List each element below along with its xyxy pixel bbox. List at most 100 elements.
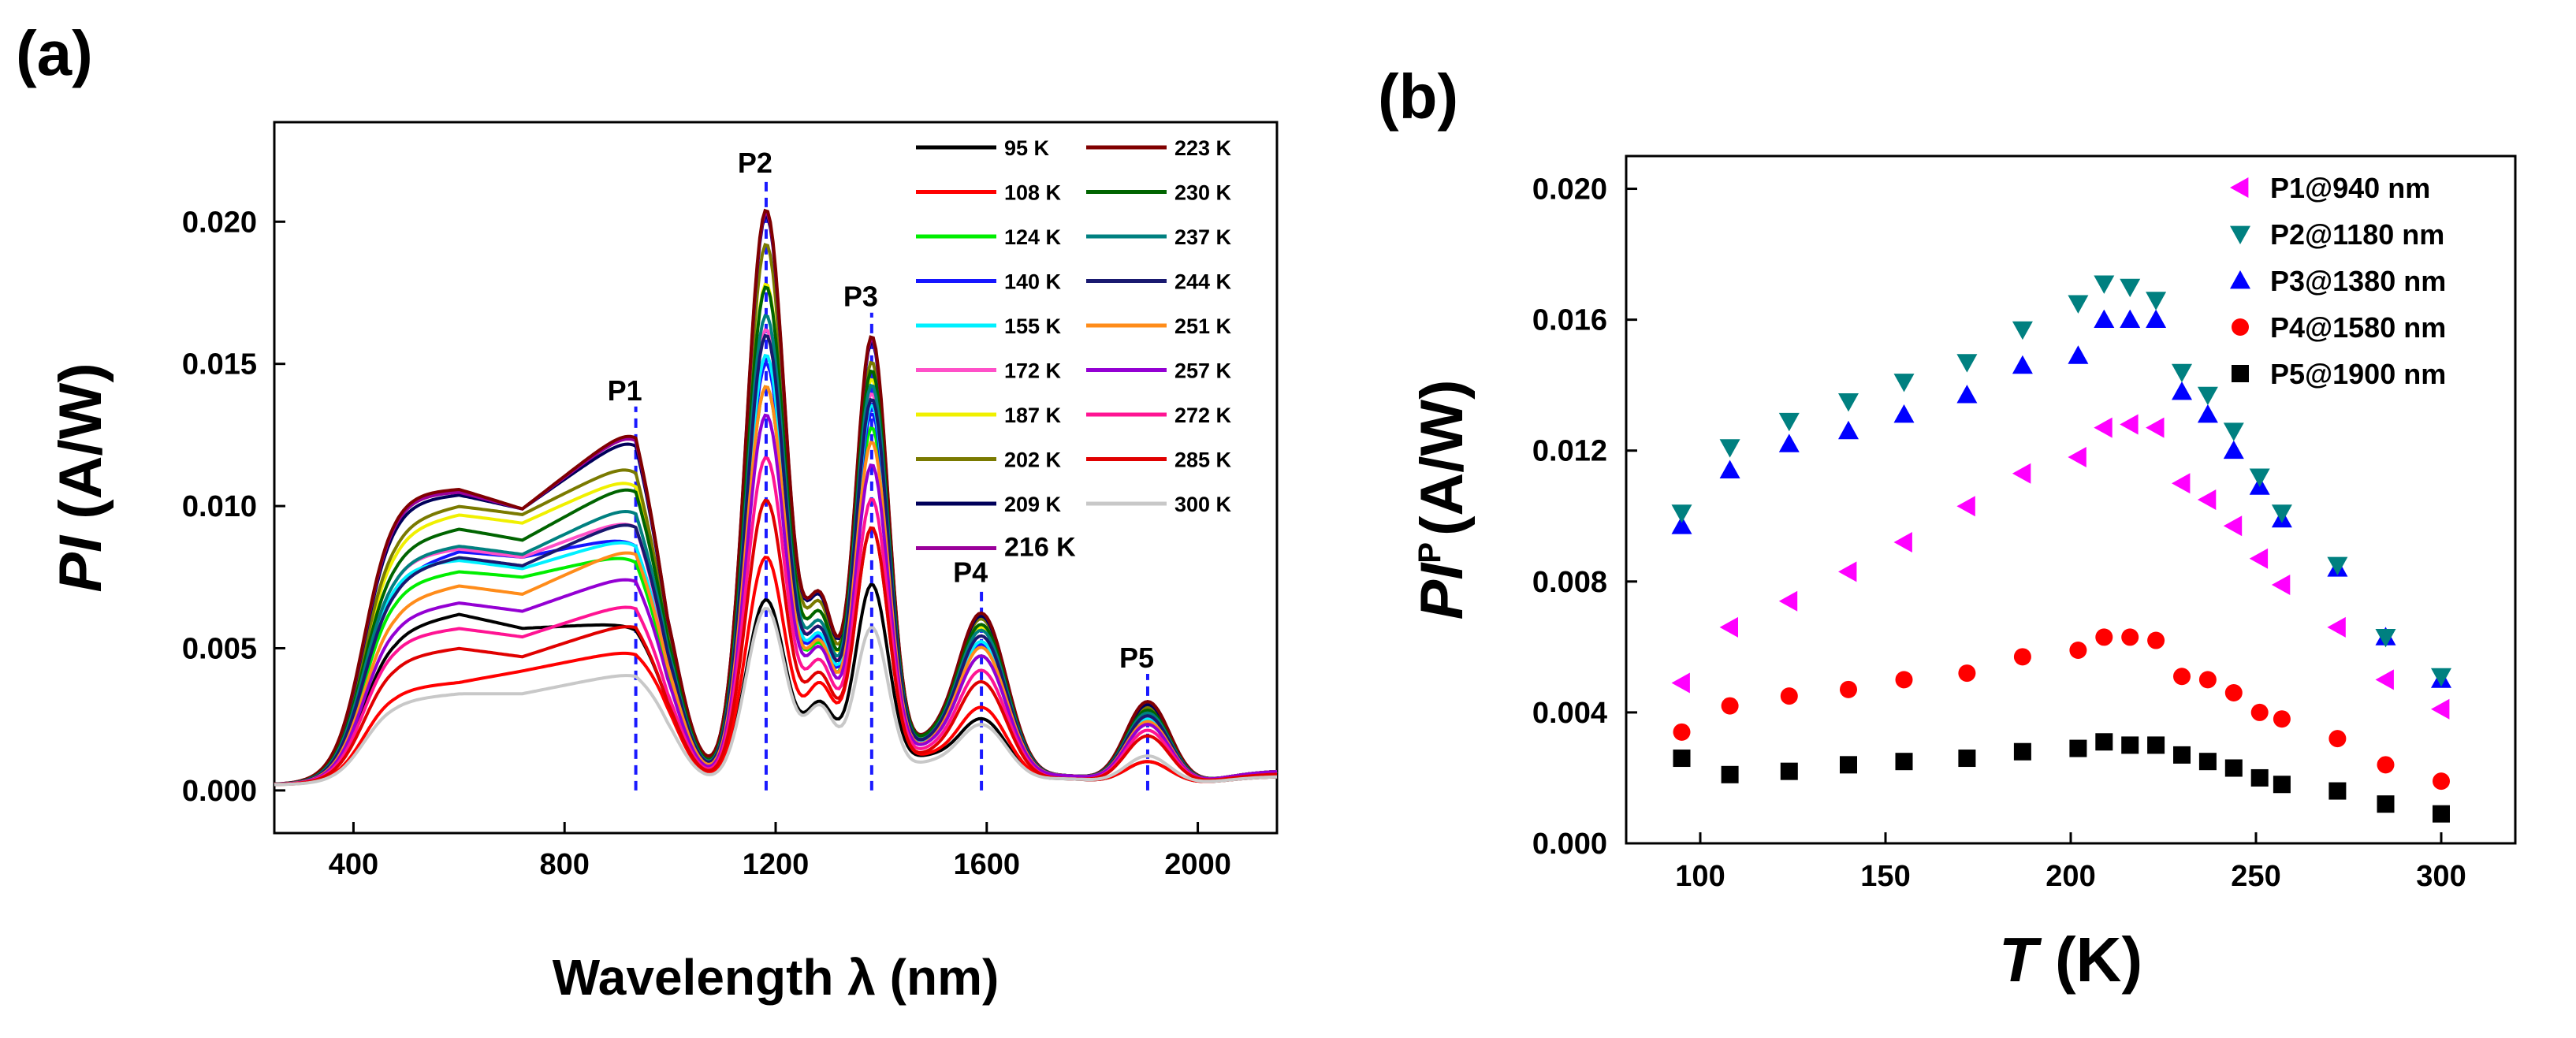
legend-label-230-k: 230 K <box>1174 181 1232 205</box>
data-point-p3-1380-nm <box>2172 381 2192 400</box>
data-point-p1-940-nm <box>2327 616 2346 638</box>
data-point-p2-1180-nm <box>2120 278 2141 298</box>
x-tick-label-a: 2000 <box>1164 848 1231 881</box>
legend-label-155-k: 155 K <box>1004 314 1062 338</box>
data-point-p1-940-nm <box>2012 463 2031 484</box>
data-point-p5-1900-nm <box>2198 753 2217 771</box>
data-point-p2-1180-nm <box>2197 386 2218 406</box>
scatter-series <box>1671 275 2451 823</box>
legend-b: P1@940 nm P2@1180 nm P3@1380 nm P4@1580 nm P… <box>2230 172 2446 390</box>
data-point-p3-1380-nm <box>1838 420 1859 440</box>
data-point-p1-940-nm <box>2146 417 2165 438</box>
y-axis-title-b: PIP (A/W) <box>1409 380 1476 620</box>
data-point-p5-1900-nm <box>2013 742 2031 761</box>
data-point-p4-1580-nm <box>2121 628 2139 646</box>
data-point-p4-1580-nm <box>2198 671 2217 689</box>
legend-label-p2-1180-nm: P2@1180 nm <box>2270 218 2444 251</box>
y-axis-title-a: PI (A/W) <box>47 363 114 592</box>
legend-a: 95 K 108 K 124 K 140 K 155 K 172 K 187 K 202 K 2… <box>916 136 1232 563</box>
data-point-p1-940-nm <box>2431 698 2450 720</box>
legend-marker-p5-1900-nm <box>2232 365 2249 382</box>
y-axis-ticks-b: 0.000 0.004 0.008 0.012 0.016 0.020 <box>1532 173 1637 861</box>
y-tick-label-b: 0.012 <box>1532 435 1607 468</box>
data-point-p5-1900-nm <box>2224 759 2243 777</box>
legend-label-140-k: 140 K <box>1004 270 1062 294</box>
peak-labels: P1 P2 P3 P4 P5 <box>608 147 1154 674</box>
legend-label-187-k: 187 K <box>1004 404 1062 427</box>
data-point-p1-940-nm <box>1956 496 1975 517</box>
data-point-p2-1180-nm <box>2223 422 2244 441</box>
data-point-p4-1580-nm <box>2328 730 2347 748</box>
x-tick-label-b: 250 <box>2231 860 2280 893</box>
y-tick-label-b: 0.008 <box>1532 566 1607 599</box>
data-point-p4-1580-nm <box>2273 710 2291 728</box>
data-point-p4-1580-nm <box>2433 772 2450 791</box>
x-axis-title-b-symbol: T <box>1999 925 2042 995</box>
data-point-p3-1380-nm <box>2094 309 2115 328</box>
legend-label-172-k: 172 K <box>1004 359 1062 383</box>
y-axis-title-b-superscript: P <box>1413 542 1447 564</box>
data-point-p3-1380-nm <box>2068 345 2089 364</box>
data-point-p1-940-nm <box>2271 575 2291 595</box>
data-point-p2-1180-nm <box>2146 292 2167 311</box>
series-line-285-k <box>274 498 1278 787</box>
data-point-p3-1380-nm <box>1893 404 1915 423</box>
series-line-300-k <box>274 607 1278 787</box>
x-axis-title-b: T (K) <box>1999 925 2142 995</box>
data-point-p5-1900-nm <box>2377 795 2395 813</box>
y-tick-label-b: 0.016 <box>1532 304 1607 337</box>
legend-label-244-k: 244 K <box>1174 270 1232 294</box>
data-point-p5-1900-nm <box>2250 768 2269 787</box>
y-tick-label-a: 0.010 <box>182 490 257 523</box>
data-point-p5-1900-nm <box>2173 746 2191 764</box>
data-point-p4-1580-nm <box>2250 703 2269 721</box>
peak-marker-lines <box>634 179 1149 791</box>
legend-marker-p3-1380-nm <box>2230 270 2250 289</box>
y-tick-label-a: 0.015 <box>182 348 257 381</box>
legend-label-209-k: 209 K <box>1004 493 1062 516</box>
data-point-p4-1580-nm <box>2377 756 2395 774</box>
data-point-p2-1180-nm <box>2172 363 2192 383</box>
y-tick-label-a: 0.005 <box>182 632 257 665</box>
data-point-p5-1900-nm <box>2273 776 2291 794</box>
data-point-p1-940-nm <box>2120 414 2139 435</box>
x-tick-label-b: 200 <box>2046 860 2095 893</box>
data-point-p5-1900-nm <box>1673 750 1691 768</box>
data-point-p1-940-nm <box>2375 669 2394 690</box>
data-point-p2-1180-nm <box>2068 295 2089 314</box>
y-tick-label-a: 0.000 <box>182 775 257 808</box>
data-point-p3-1380-nm <box>2012 355 2033 374</box>
data-point-p4-1580-nm <box>2095 628 2113 646</box>
legend-label-p3-1380-nm: P3@1380 nm <box>2270 265 2446 297</box>
data-point-p4-1580-nm <box>1721 697 1739 715</box>
legend-label-300-k: 300 K <box>1174 493 1232 516</box>
data-point-p1-940-nm <box>1893 532 1912 552</box>
data-point-p1-940-nm <box>2197 489 2217 510</box>
data-point-p3-1380-nm <box>1778 433 1800 452</box>
data-point-p5-1900-nm <box>1721 765 1739 783</box>
legend-label-202-k: 202 K <box>1004 448 1062 472</box>
x-axis-title-a: Wavelength λ (nm) <box>553 949 1000 1006</box>
plot-frame-a <box>273 121 1279 835</box>
legend-label-p1-940-nm: P1@940 nm <box>2270 172 2430 204</box>
peak-responsivity-vs-temperature-chart: 100 150 200 250 300 0.000 0.004 0.008 0.012 0.01… <box>1409 154 2517 995</box>
data-point-p1-940-nm <box>1778 590 1798 612</box>
legend-marker-p4-1580-nm <box>2232 318 2249 336</box>
data-point-p5-1900-nm <box>2147 736 2165 754</box>
x-axis-ticks-a: 400 800 1200 1600 2000 <box>329 822 1231 881</box>
data-point-p2-1180-nm <box>1778 412 1800 432</box>
data-point-p1-940-nm <box>1838 561 1857 582</box>
x-axis-title-b-unit: (K) <box>2038 925 2142 995</box>
data-point-p1-940-nm <box>2068 447 2086 467</box>
panel-b-label: (b) <box>1378 61 1458 132</box>
data-point-p4-1580-nm <box>1673 723 1691 741</box>
data-point-p5-1900-nm <box>2069 739 2087 757</box>
data-point-p4-1580-nm <box>1958 664 1976 683</box>
data-point-p4-1580-nm <box>1840 680 1857 698</box>
data-point-p5-1900-nm <box>1780 762 1798 780</box>
data-point-p3-1380-nm <box>1956 385 1978 404</box>
x-tick-label-a: 1200 <box>743 848 810 881</box>
peak-label-p1: P1 <box>608 374 642 407</box>
legend-label-p5-1900-nm: P5@1900 nm <box>2270 358 2446 390</box>
